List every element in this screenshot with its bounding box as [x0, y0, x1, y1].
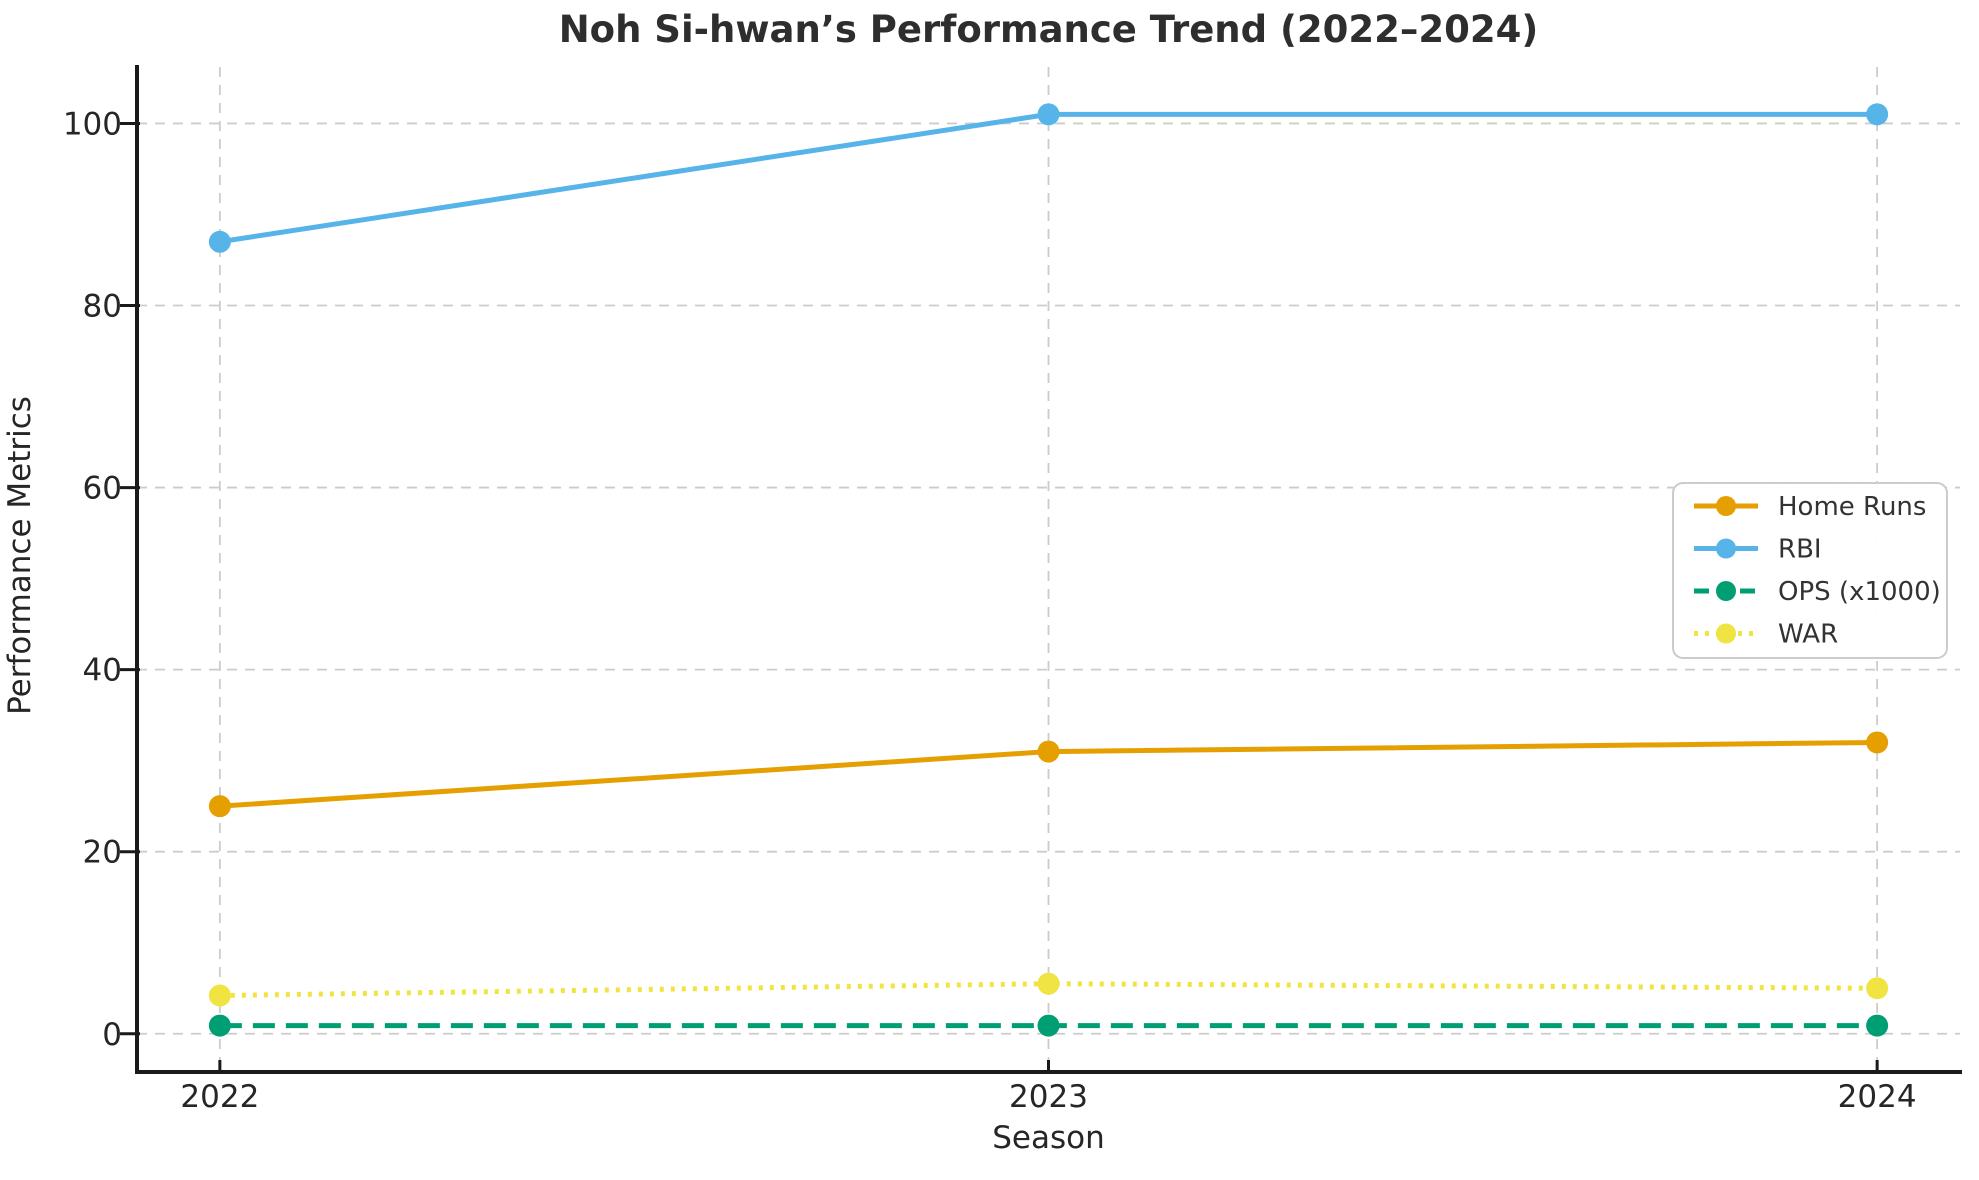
legend-item-ops-x1000: OPS (x1000) [1694, 577, 1941, 607]
legend-item-home-runs: Home Runs [1694, 492, 1926, 522]
legend-marker [1716, 623, 1736, 644]
x-axis: 2022 2023 2024 [180, 1060, 1917, 1115]
legend-marker [1716, 496, 1736, 516]
legend-label: Home Runs [1778, 492, 1926, 522]
chart-title: Noh Si-hwan’s Performance Trend (2022–20… [559, 8, 1539, 51]
legend-label: OPS (x1000) [1778, 577, 1941, 607]
y-axis-label: Performance Metrics [2, 396, 38, 715]
data-point-war-2023 [1037, 972, 1060, 995]
series-war [208, 972, 1889, 1007]
legend-marker [1716, 581, 1736, 601]
data-point-rbi-2022 [208, 230, 231, 253]
legend-marker [1716, 538, 1736, 559]
legend: Home Runs RBI OPS (x1000) WAR [1672, 482, 1948, 659]
y-tick-label: 0 [102, 1017, 122, 1053]
data-point-home-runs-2022 [208, 795, 231, 818]
data-point-war-2022 [208, 984, 231, 1007]
y-tick-label: 100 [63, 106, 122, 142]
legend-label: RBI [1778, 535, 1822, 565]
data-point-ops-x1000-2023 [1037, 1014, 1060, 1037]
x-tick-label: 2023 [1009, 1079, 1088, 1115]
y-tick-label: 60 [83, 471, 122, 507]
legend-item-war: WAR [1694, 620, 1838, 650]
data-point-home-runs-2023 [1037, 740, 1060, 763]
x-axis-label: Season [992, 1120, 1105, 1156]
data-point-home-runs-2024 [1866, 731, 1889, 754]
data-point-ops-x1000-2022 [208, 1014, 231, 1037]
legend-label: WAR [1778, 620, 1838, 650]
data-point-ops-x1000-2024 [1866, 1014, 1889, 1037]
y-tick-label: 40 [83, 653, 122, 689]
y-axis: 0 20 40 60 80 100 [63, 106, 140, 1053]
legend-item-rbi: RBI [1694, 535, 1822, 565]
y-tick-label: 80 [83, 289, 122, 325]
data-point-war-2024 [1866, 977, 1889, 1000]
series-home-runs [208, 731, 1889, 818]
series-ops-x1000 [208, 1014, 1889, 1037]
x-tick-label: 2022 [180, 1079, 259, 1115]
y-tick-label: 20 [83, 835, 122, 871]
series-rbi [208, 103, 1889, 253]
legend-box [1672, 482, 1948, 659]
x-tick-label: 2024 [1838, 1079, 1917, 1115]
data-point-rbi-2024 [1866, 103, 1889, 126]
data-point-rbi-2023 [1037, 103, 1060, 126]
